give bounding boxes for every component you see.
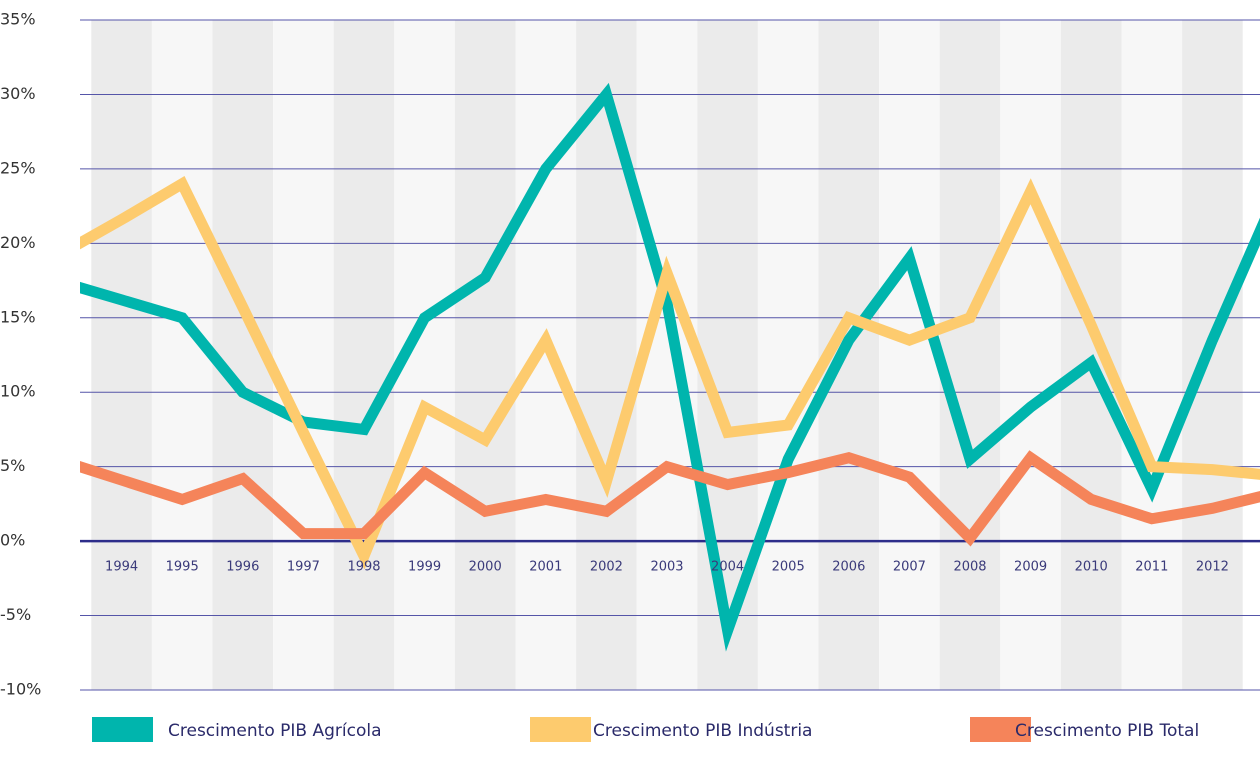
band <box>333 20 395 690</box>
x-tick-label: 2004 <box>711 560 744 575</box>
y-tick-label: 10% <box>0 382 36 401</box>
x-tick-label: 2007 <box>893 560 926 575</box>
x-tick-label: 2006 <box>832 560 865 575</box>
band <box>91 20 152 690</box>
band <box>1060 20 1122 690</box>
legend-label: Crescimento PIB Agrícola <box>168 721 382 741</box>
series-line <box>80 82 1260 652</box>
y-tick-label: -10% <box>0 680 41 699</box>
y-tick-label: 0% <box>0 531 25 550</box>
labels: 1994 1995 1996 1997 1998 1999 2000 2001 2002 2003… <box>0 10 1229 742</box>
y-tick-label: 15% <box>0 307 36 326</box>
x-tick-label: 1996 <box>226 560 259 575</box>
x-tick-label: 2010 <box>1075 560 1108 575</box>
band <box>1121 20 1183 690</box>
band <box>1182 20 1243 690</box>
band <box>939 20 1001 690</box>
band <box>273 20 334 690</box>
series-line <box>80 450 1260 547</box>
legend-label: Crescimento PIB Indústria <box>593 721 812 741</box>
lines <box>80 82 1260 652</box>
x-tick-label: 2002 <box>590 560 623 575</box>
x-tick-label: 1998 <box>347 560 380 575</box>
legend-swatch <box>530 717 591 742</box>
band <box>757 20 819 690</box>
x-tick-label: 1995 <box>166 560 199 575</box>
band <box>697 20 758 690</box>
band <box>515 20 577 690</box>
x-tick-label: 2005 <box>772 560 805 575</box>
band <box>1000 20 1061 690</box>
x-tick-label: 2009 <box>1014 560 1047 575</box>
y-tick-label: 30% <box>0 84 36 103</box>
y-tick-label: 5% <box>0 456 25 475</box>
y-tick-label: 35% <box>0 10 36 29</box>
x-tick-label: 2012 <box>1196 560 1229 575</box>
x-tick-label: 2011 <box>1135 560 1168 575</box>
y-tick-label: 20% <box>0 233 36 252</box>
band <box>879 20 940 690</box>
y-tick-label: -5% <box>0 605 31 624</box>
x-tick-label: 2008 <box>953 560 986 575</box>
y-tick-label: 25% <box>0 158 36 177</box>
x-tick-label: 1999 <box>408 560 441 575</box>
x-tick-label: 2000 <box>469 560 502 575</box>
x-tick-label: 2001 <box>529 560 562 575</box>
series-line <box>80 176 1260 570</box>
x-tick-label: 2003 <box>650 560 683 575</box>
x-tick-label: 1997 <box>287 560 320 575</box>
legend-label: Crescimento PIB Total <box>1015 721 1199 741</box>
band <box>454 20 516 690</box>
bands <box>91 20 1243 690</box>
x-tick-label: 1994 <box>105 560 138 575</box>
legend-swatch <box>92 717 153 742</box>
band <box>576 20 637 690</box>
legend-swatch <box>970 717 1031 742</box>
band <box>151 20 213 690</box>
